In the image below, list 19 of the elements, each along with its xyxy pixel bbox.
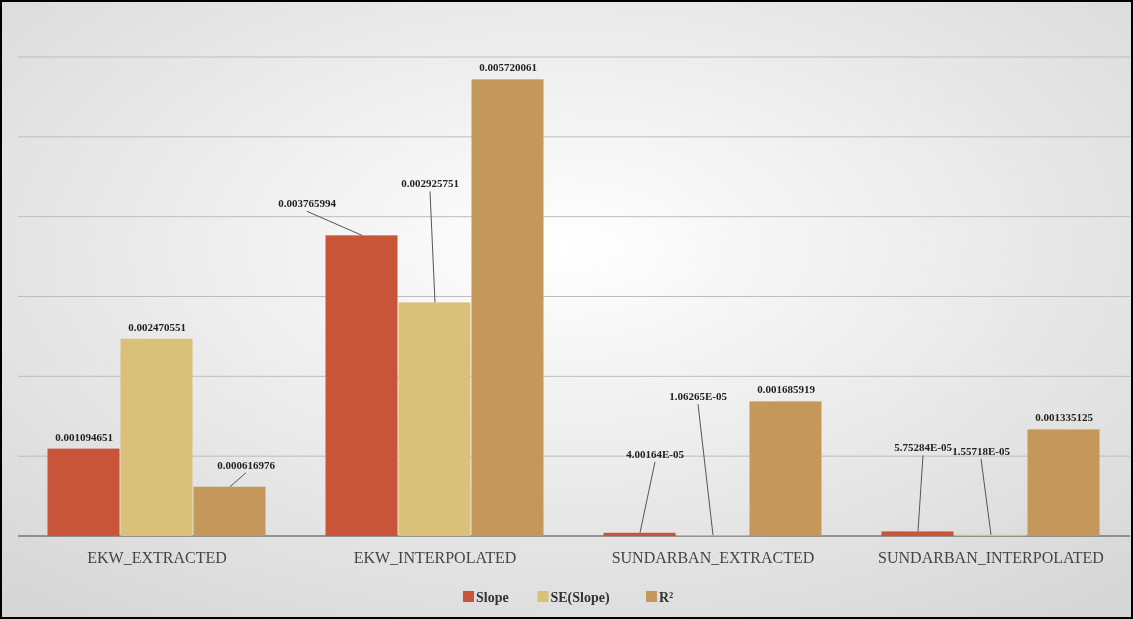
data-label: 0.001335125 [1035, 411, 1094, 424]
data-label: 1.06265E-05 [669, 390, 728, 403]
legend-label: Slope [476, 590, 509, 605]
data-label: 0.002470551 [128, 320, 186, 333]
data-label: 0.001685919 [757, 383, 816, 396]
data-label: 0.003765994 [278, 197, 337, 210]
data-label: 0.005720061 [479, 61, 537, 74]
data-label: 0.002925751 [401, 177, 459, 190]
data-label: 4.00164E-05 [626, 447, 685, 460]
legend-label: R² [659, 590, 674, 605]
x-tick-label: EKW_INTERPOLATED [353, 549, 517, 566]
data-label: 1.55718E-05 [952, 444, 1011, 457]
x-tick-label: SUNDARBAN_EXTRACTED [611, 549, 815, 566]
data-label: 0.001094651 [55, 430, 113, 443]
x-tick-label: SUNDARBAN_INTERPOLATED [878, 549, 1104, 566]
data-label: 5.75284E-05 [894, 441, 953, 454]
data-label: 0.000616976 [217, 458, 276, 471]
legend-label: SE(Slope) [550, 590, 610, 606]
x-tick-label: EKW_EXTRACTED [87, 549, 227, 566]
